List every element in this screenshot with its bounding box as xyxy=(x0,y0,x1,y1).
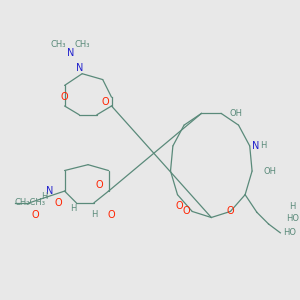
Text: O: O xyxy=(96,180,103,190)
Text: O: O xyxy=(108,210,115,220)
Text: N: N xyxy=(67,48,74,58)
Text: CH₃: CH₃ xyxy=(74,40,90,49)
Text: CH₂CH₃: CH₂CH₃ xyxy=(15,198,46,207)
Text: OH: OH xyxy=(264,167,277,176)
Text: N: N xyxy=(252,141,259,151)
Text: H: H xyxy=(260,141,266,150)
Text: O: O xyxy=(226,206,234,216)
Text: O: O xyxy=(32,210,39,220)
Text: OH: OH xyxy=(230,109,243,118)
Text: H: H xyxy=(289,202,296,211)
Text: O: O xyxy=(182,206,190,216)
Text: O: O xyxy=(55,198,62,208)
Text: O: O xyxy=(102,97,110,106)
Text: N: N xyxy=(46,186,54,196)
Text: H: H xyxy=(70,204,76,213)
Text: CH₃: CH₃ xyxy=(51,40,66,49)
Text: O: O xyxy=(61,92,68,102)
Text: H: H xyxy=(91,210,97,219)
Text: H: H xyxy=(41,193,47,202)
Text: HO: HO xyxy=(286,214,299,223)
Text: HO: HO xyxy=(283,228,296,237)
Text: O: O xyxy=(175,201,183,211)
Text: N: N xyxy=(76,63,83,73)
